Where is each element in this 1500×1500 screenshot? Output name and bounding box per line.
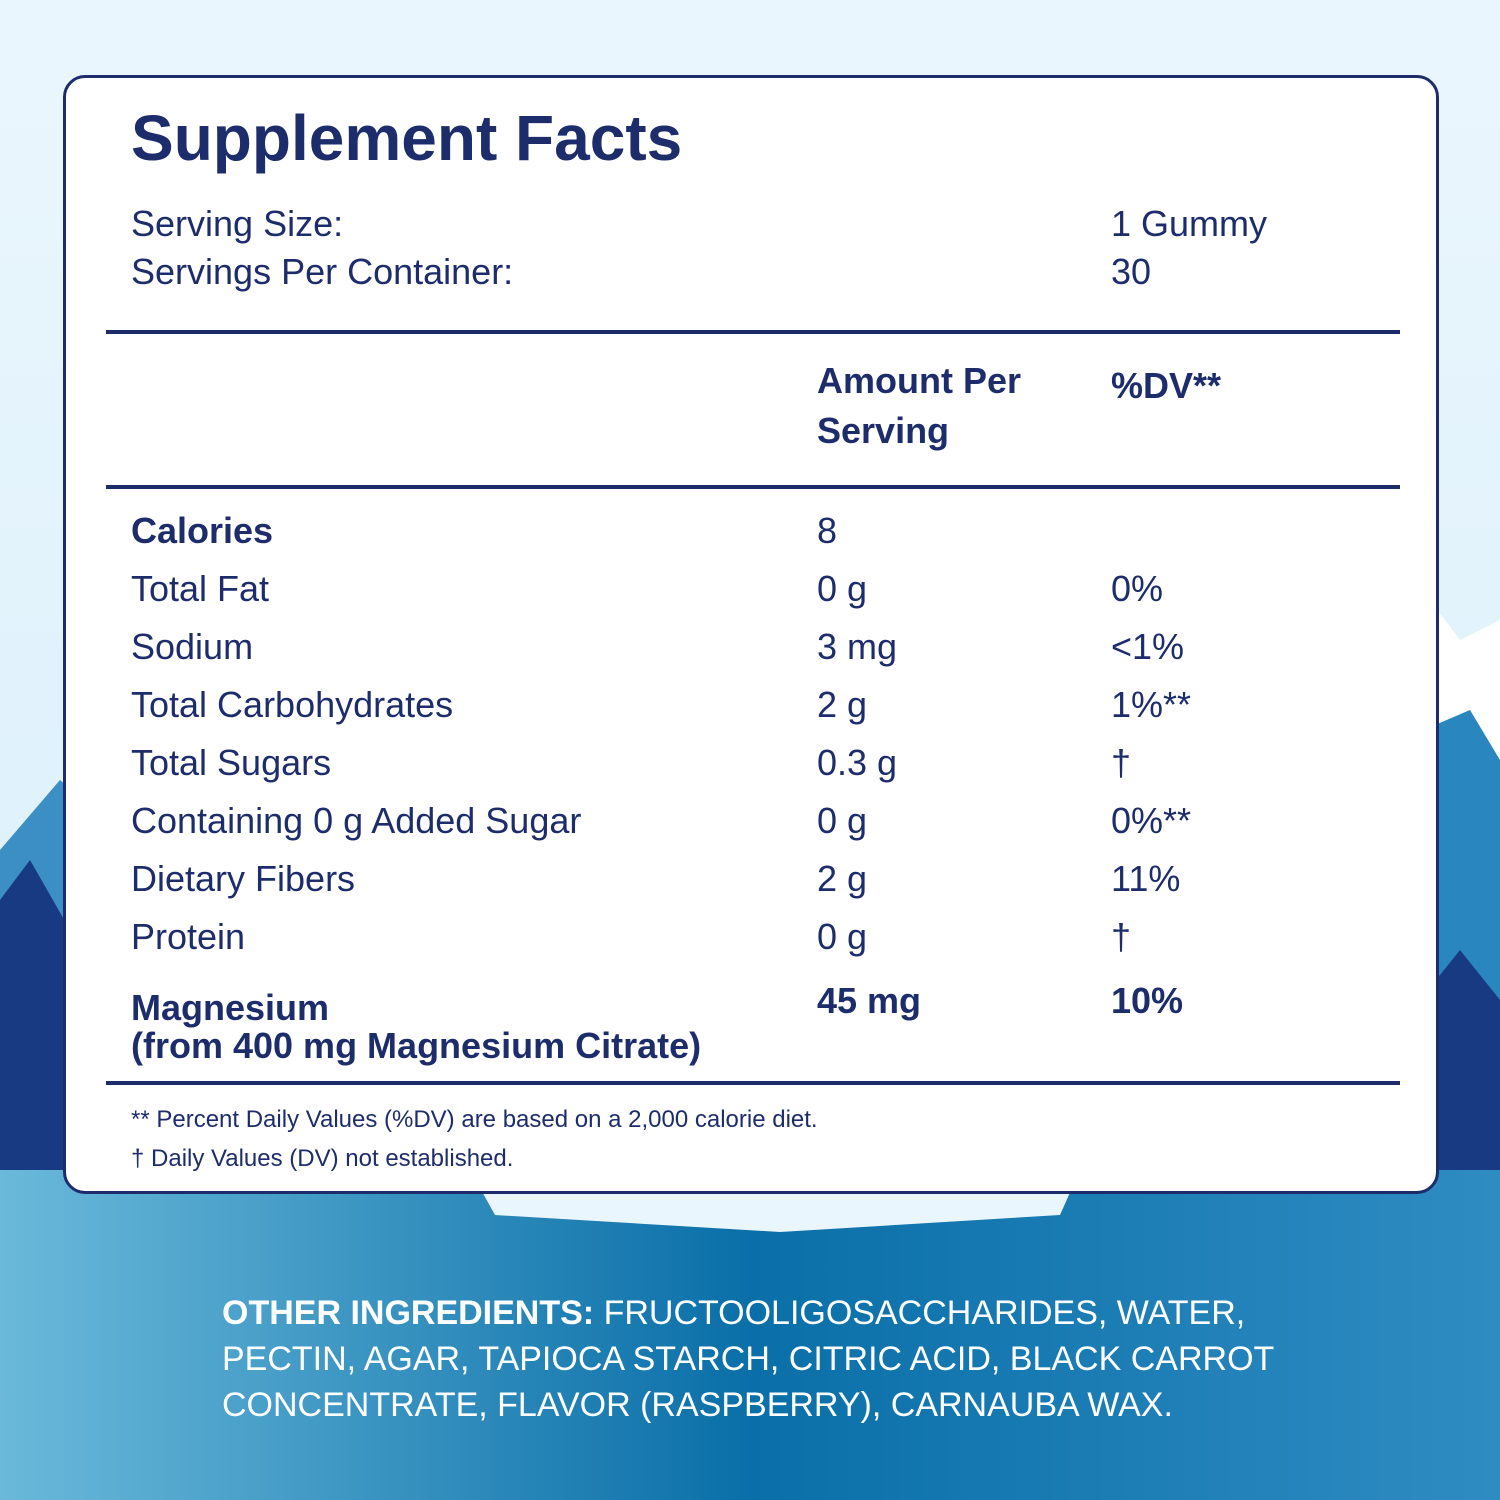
nutrient-amount: 2 g (817, 858, 868, 899)
nutrient-dv: † (1111, 916, 1132, 957)
serving-value: 1 Gummy (1111, 203, 1268, 244)
nutrient-name: Calories (131, 510, 274, 551)
supplement-facts-panel: Supplement Facts Serving Size: 1 Gummy Ser… (63, 75, 1439, 1194)
nutrient-dv: 11% (1111, 858, 1181, 899)
column-header: %DV** (1111, 365, 1222, 406)
nutrient-name: Total Fat (131, 568, 270, 609)
nutrient-dv: 0% (1111, 568, 1164, 609)
nutrient-name: Containing 0 g Added Sugar (131, 800, 582, 841)
column-header: Amount Per Serving (817, 360, 1022, 451)
serving-value: 30 (1111, 251, 1152, 292)
ingredients-label: OTHER INGREDIENTS: (222, 1294, 595, 1332)
nutrient-source: (from 400 mg Magnesium Citrate) (131, 1025, 702, 1066)
nutrient-name: Protein (131, 916, 246, 957)
nutrient-amount: 3 mg (817, 626, 898, 667)
nutrient-amount: 0 g (817, 916, 868, 957)
divider (106, 485, 1400, 489)
ingredients: OTHER INGREDIENTS: FRUCTOOLIGOSACCHARIDE… (222, 1290, 1302, 1428)
nutrient-name: Sodium (131, 626, 254, 667)
nutrient-amount: 0 g (817, 800, 868, 841)
title: Supplement Facts (131, 102, 683, 174)
footnote: † Daily Values (DV) not established. (131, 1145, 514, 1172)
nutrient-amount: 45 mg (817, 980, 922, 1021)
nutrient-name: Total Carbohydrates (131, 684, 454, 725)
nutrient-dv: 1%** (1111, 684, 1192, 725)
nutrient-dv: 0%** (1111, 800, 1192, 841)
nutrient-amount: 2 g (817, 684, 868, 725)
nutrient-name: Magnesium (131, 987, 330, 1028)
nutrient-dv: 10% (1111, 980, 1184, 1021)
serving-label: Servings Per Container: (131, 251, 514, 292)
nutrient-amount: 0.3 g (817, 742, 898, 783)
serving-label: Serving Size: (131, 203, 344, 244)
nutrient-amount: 0 g (817, 568, 868, 609)
nutrient-name: Dietary Fibers (131, 858, 356, 899)
divider (106, 1081, 1400, 1085)
nutrient-dv: † (1111, 742, 1132, 783)
nutrient-amount: 8 (817, 510, 838, 551)
nutrient-name: Total Sugars (131, 742, 332, 783)
nutrient-dv: <1% (1111, 626, 1185, 667)
divider (106, 330, 1400, 334)
ingredients-text: FRUCTOOLIGOSACCHARIDES, WATER, PECTIN, A… (222, 1294, 1274, 1424)
footnote: ** Percent Daily Values (%DV) are based … (131, 1106, 818, 1133)
